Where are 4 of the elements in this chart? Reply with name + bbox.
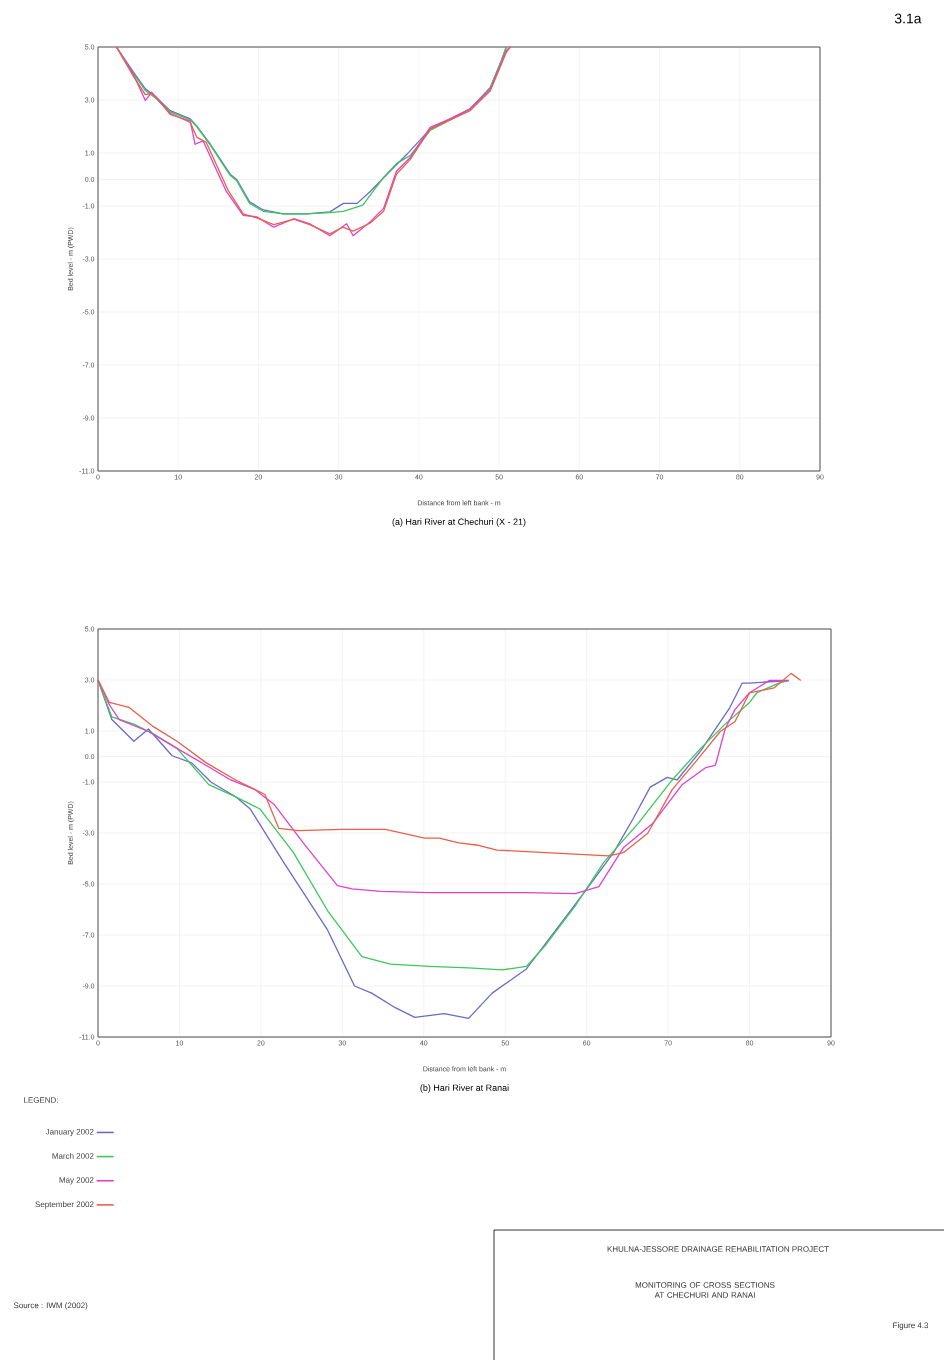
- text: (b) Hari River at Ranai: [420, 1084, 509, 1093]
- text: 3.1a: [894, 13, 922, 24]
- line-series: [97, 672, 802, 857]
- text: (a) Hari River at Chechuri (X - 21): [392, 518, 526, 527]
